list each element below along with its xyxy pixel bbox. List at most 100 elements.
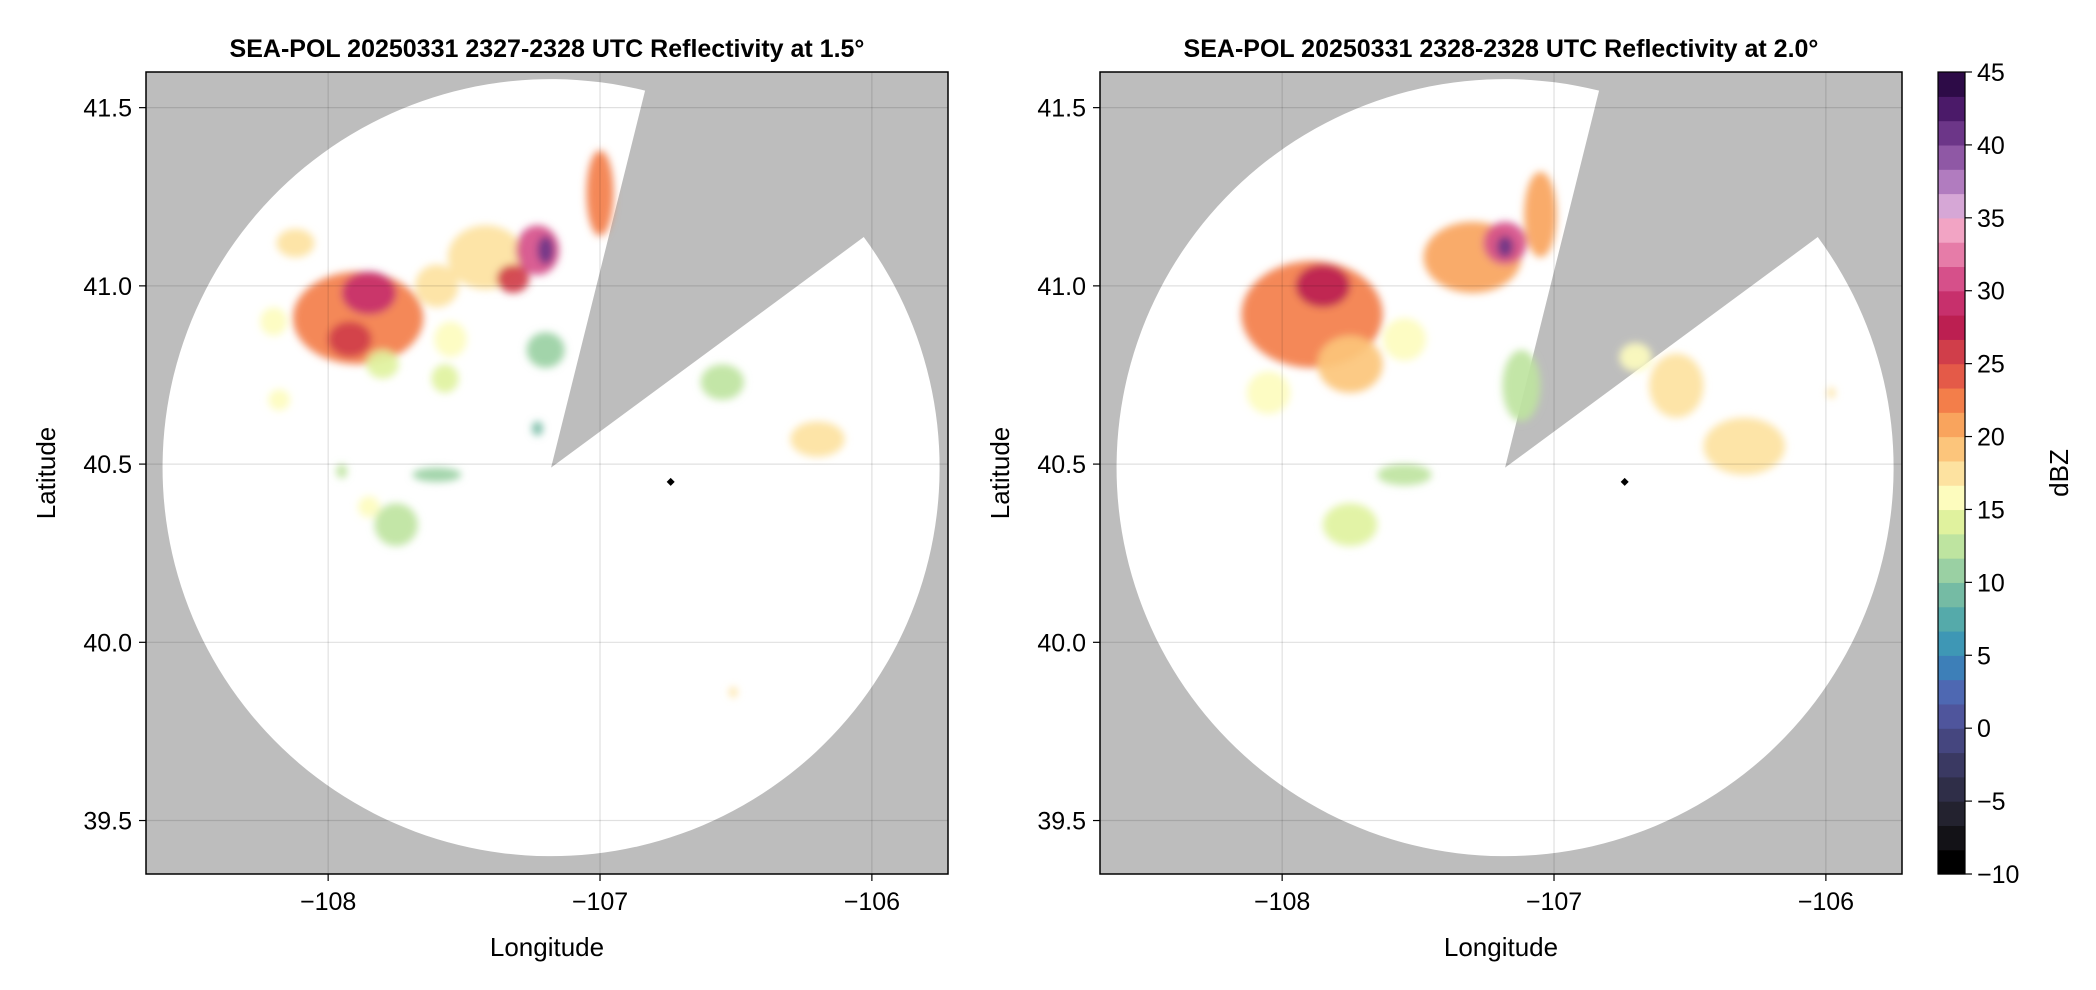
colorbar-band <box>1938 606 1965 632</box>
reflectivity-cell <box>729 686 738 698</box>
reflectivity-cell <box>790 421 845 457</box>
reflectivity-cell <box>415 264 459 308</box>
reflectivity-cell <box>1295 264 1351 308</box>
y-tick-label: 40.0 <box>83 629 132 657</box>
reflectivity-cell <box>1524 171 1557 258</box>
reflectivity-cell <box>358 496 380 518</box>
y-tick-label: 40.5 <box>83 451 132 479</box>
reflectivity-cell <box>434 321 467 358</box>
x-tick-label: −106 <box>1798 888 1854 916</box>
colorbar-tick-label: 0 <box>1977 715 1991 743</box>
colorbar-bands <box>1938 72 1965 875</box>
x-tick-label: −106 <box>844 888 900 916</box>
colorbar-band <box>1938 387 1965 413</box>
y-tick-label: 41.5 <box>1037 95 1086 123</box>
reflectivity-cell <box>336 464 348 479</box>
colorbar-band <box>1938 485 1965 511</box>
x-tick-label: −108 <box>300 888 356 916</box>
colorbar-ticks: 45 40 35 30 25 20 15 10 5 0 −5 −10 <box>1965 59 2019 889</box>
y-tick-label: 41.5 <box>83 95 132 123</box>
colorbar-band <box>1938 849 1965 875</box>
reflectivity-cell <box>1703 417 1786 475</box>
colorbar-band <box>1938 169 1965 195</box>
panel-left-radar-site-marker <box>666 477 675 486</box>
reflectivity-cell <box>341 271 397 315</box>
colorbar-tick-label: 35 <box>1977 205 2005 233</box>
colorbar-tick-label: 40 <box>1977 132 2005 160</box>
colorbar-band <box>1938 509 1965 535</box>
colorbar-band <box>1938 582 1965 608</box>
reflectivity-cell <box>366 350 399 379</box>
reflectivity-cell <box>700 364 745 400</box>
colorbar-band <box>1938 96 1965 122</box>
colorbar-band <box>1938 290 1965 316</box>
colorbar-band <box>1938 655 1965 681</box>
reflectivity-cell <box>1496 235 1514 258</box>
reflectivity-cell <box>1322 503 1378 547</box>
colorbar-tick-label: 15 <box>1977 496 2005 524</box>
colorbar-band <box>1938 558 1965 583</box>
colorbar-band <box>1938 752 1965 778</box>
reflectivity-cell <box>412 467 462 482</box>
panel-left-title: SEA-POL 20250331 2327-2328 UTC Reflectiv… <box>230 35 865 63</box>
colorbar-tick-label: 45 <box>1977 59 2005 87</box>
colorbar-tick-label: −5 <box>1977 788 2006 816</box>
panel-right-y-axis-label: Latitude <box>985 427 1015 520</box>
reflectivity-cell <box>1246 371 1291 415</box>
panel-left-y-ticks: 39.5 40.0 40.5 41.0 41.5 <box>83 95 146 836</box>
colorbar-band <box>1938 533 1965 559</box>
panel-left-x-axis-label: Longitude <box>490 932 604 962</box>
colorbar-band <box>1938 630 1965 656</box>
panel-right-x-axis-label: Longitude <box>1444 932 1558 962</box>
reflectivity-cell <box>1649 353 1704 418</box>
colorbar-band <box>1938 436 1965 462</box>
reflectivity-cell <box>1827 387 1836 399</box>
reflectivity-cell <box>1619 342 1652 372</box>
panel-left-x-ticks: −108 −107 −106 <box>300 874 900 916</box>
colorbar-tick-label: 25 <box>1977 351 2005 379</box>
colorbar-band <box>1938 315 1965 340</box>
y-tick-label: 40.0 <box>1037 629 1086 657</box>
colorbar-band <box>1938 120 1965 146</box>
panel-left: SEA-POL 20250331 2327-2328 UTC Reflectiv… <box>31 35 949 962</box>
colorbar-band <box>1938 72 1965 97</box>
reflectivity-cell <box>496 264 530 293</box>
colorbar-band <box>1938 728 1965 754</box>
colorbar-band <box>1938 776 1965 802</box>
colorbar-band <box>1938 266 1965 292</box>
panel-right-frame <box>1099 71 1903 875</box>
reflectivity-cell <box>1317 335 1383 393</box>
reflectivity-cell <box>328 321 372 358</box>
colorbar-band <box>1938 339 1965 365</box>
y-tick-label: 41.0 <box>1037 273 1086 301</box>
x-tick-label: −107 <box>572 888 628 916</box>
reflectivity-cell <box>431 364 459 393</box>
y-tick-label: 39.5 <box>1037 808 1086 836</box>
reflectivity-cell <box>1502 350 1541 422</box>
colorbar-tick-label: 20 <box>1977 424 2005 452</box>
panel-right-reflectivity-cells <box>1241 171 1836 547</box>
colorbar-tick-label: 10 <box>1977 569 2005 597</box>
colorbar-band <box>1938 217 1965 243</box>
reflectivity-cell <box>532 421 543 436</box>
panel-right-radar-site-marker <box>1620 477 1629 486</box>
panel-right-grid <box>1100 72 1902 874</box>
colorbar-band <box>1938 363 1965 389</box>
reflectivity-cell <box>276 228 315 258</box>
reflectivity-cell <box>260 307 288 336</box>
panel-left-grid <box>146 72 948 874</box>
colorbar: 45 40 35 30 25 20 15 10 5 0 −5 −10 dBZ <box>1937 59 2074 889</box>
colorbar-tick-label: −10 <box>1977 861 2019 889</box>
colorbar-tick-label: 5 <box>1977 642 1991 670</box>
colorbar-band <box>1938 412 1965 438</box>
colorbar-band <box>1938 193 1965 219</box>
colorbar-band <box>1938 825 1965 851</box>
reflectivity-cell <box>1377 464 1432 486</box>
reflectivity-cell <box>268 389 291 411</box>
panel-left-frame <box>145 71 949 875</box>
colorbar-frame <box>1937 71 1966 875</box>
reflectivity-cell <box>374 503 418 547</box>
panel-right-y-ticks: 39.5 40.0 40.5 41.0 41.5 <box>1037 95 1100 836</box>
colorbar-band <box>1938 703 1965 729</box>
